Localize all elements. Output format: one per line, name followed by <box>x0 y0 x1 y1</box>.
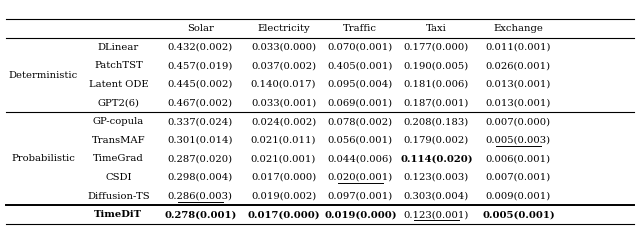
Text: 0.019(0.000): 0.019(0.000) <box>324 210 397 219</box>
Text: 0.011(0.001): 0.011(0.001) <box>486 43 551 52</box>
Text: 0.140(0.017): 0.140(0.017) <box>251 80 316 89</box>
Text: 0.078(0.002): 0.078(0.002) <box>328 117 393 126</box>
Text: 0.097(0.001): 0.097(0.001) <box>328 192 393 201</box>
Text: 0.278(0.001): 0.278(0.001) <box>164 210 237 219</box>
Text: 0.005(0.003): 0.005(0.003) <box>486 136 551 145</box>
Text: 0.114(0.020): 0.114(0.020) <box>400 154 473 163</box>
Text: 0.432(0.002): 0.432(0.002) <box>168 43 233 52</box>
Text: Latent ODE: Latent ODE <box>88 80 148 89</box>
Text: 0.190(0.005): 0.190(0.005) <box>404 61 469 70</box>
Text: 0.287(0.020): 0.287(0.020) <box>168 154 233 163</box>
Text: 0.095(0.004): 0.095(0.004) <box>328 80 393 89</box>
Text: 0.301(0.014): 0.301(0.014) <box>168 136 233 145</box>
Text: Traffic: Traffic <box>343 24 378 33</box>
Text: 0.021(0.001): 0.021(0.001) <box>251 154 316 163</box>
Text: Electricity: Electricity <box>257 24 310 33</box>
Text: 0.286(0.003): 0.286(0.003) <box>168 192 233 201</box>
Text: 0.033(0.000): 0.033(0.000) <box>251 43 316 52</box>
Text: 0.037(0.002): 0.037(0.002) <box>251 61 316 70</box>
Text: 0.457(0.019): 0.457(0.019) <box>168 61 233 70</box>
Text: 0.033(0.001): 0.033(0.001) <box>251 99 316 108</box>
Text: Exchange: Exchange <box>493 24 543 33</box>
Text: 0.021(0.011): 0.021(0.011) <box>251 136 316 145</box>
Text: 0.179(0.002): 0.179(0.002) <box>404 136 469 145</box>
Text: 0.007(0.001): 0.007(0.001) <box>486 173 551 182</box>
Text: 0.006(0.001): 0.006(0.001) <box>486 154 551 163</box>
Text: 0.123(0.003): 0.123(0.003) <box>404 173 469 182</box>
Text: 0.445(0.002): 0.445(0.002) <box>168 80 233 89</box>
Text: 0.005(0.001): 0.005(0.001) <box>482 210 555 219</box>
Text: Probabilistic: Probabilistic <box>12 154 76 163</box>
Text: 0.123(0.001): 0.123(0.001) <box>404 210 469 219</box>
Text: GPT2(6): GPT2(6) <box>97 99 140 108</box>
Text: 0.056(0.001): 0.056(0.001) <box>328 136 393 145</box>
Text: 0.069(0.001): 0.069(0.001) <box>328 99 393 108</box>
Text: 0.070(0.001): 0.070(0.001) <box>328 43 393 52</box>
Text: PatchTST: PatchTST <box>94 61 143 70</box>
Text: 0.013(0.001): 0.013(0.001) <box>486 99 551 108</box>
Text: Deterministic: Deterministic <box>9 71 78 80</box>
Text: 0.208(0.183): 0.208(0.183) <box>404 117 469 126</box>
Text: 0.177(0.000): 0.177(0.000) <box>404 43 469 52</box>
Text: Taxi: Taxi <box>426 24 447 33</box>
Text: 0.013(0.001): 0.013(0.001) <box>486 80 551 89</box>
Text: 0.024(0.002): 0.024(0.002) <box>251 117 316 126</box>
Text: 0.017(0.000): 0.017(0.000) <box>247 210 320 219</box>
Text: CSDI: CSDI <box>105 173 132 182</box>
Text: 0.467(0.002): 0.467(0.002) <box>168 99 233 108</box>
Text: 0.298(0.004): 0.298(0.004) <box>168 173 233 182</box>
Text: 0.007(0.000): 0.007(0.000) <box>486 117 551 126</box>
Text: Solar: Solar <box>187 24 214 33</box>
Text: 0.405(0.001): 0.405(0.001) <box>328 61 393 70</box>
Text: 0.017(0.000): 0.017(0.000) <box>251 173 316 182</box>
Text: DLinear: DLinear <box>98 43 139 52</box>
Text: 0.020(0.001): 0.020(0.001) <box>328 173 393 182</box>
Text: TimeDiT: TimeDiT <box>94 210 143 219</box>
Text: 0.044(0.006): 0.044(0.006) <box>328 154 393 163</box>
Text: Diffusion-TS: Diffusion-TS <box>87 192 150 201</box>
Text: TimeGrad: TimeGrad <box>93 154 144 163</box>
Text: 0.026(0.001): 0.026(0.001) <box>486 61 551 70</box>
Text: GP-copula: GP-copula <box>93 117 144 126</box>
Text: TransMAF: TransMAF <box>92 136 145 145</box>
Text: 0.019(0.002): 0.019(0.002) <box>251 192 316 201</box>
Text: 0.187(0.001): 0.187(0.001) <box>404 99 469 108</box>
Text: 0.009(0.001): 0.009(0.001) <box>486 192 551 201</box>
Text: 0.337(0.024): 0.337(0.024) <box>168 117 233 126</box>
Text: 0.181(0.006): 0.181(0.006) <box>404 80 469 89</box>
Text: 0.303(0.004): 0.303(0.004) <box>404 192 469 201</box>
